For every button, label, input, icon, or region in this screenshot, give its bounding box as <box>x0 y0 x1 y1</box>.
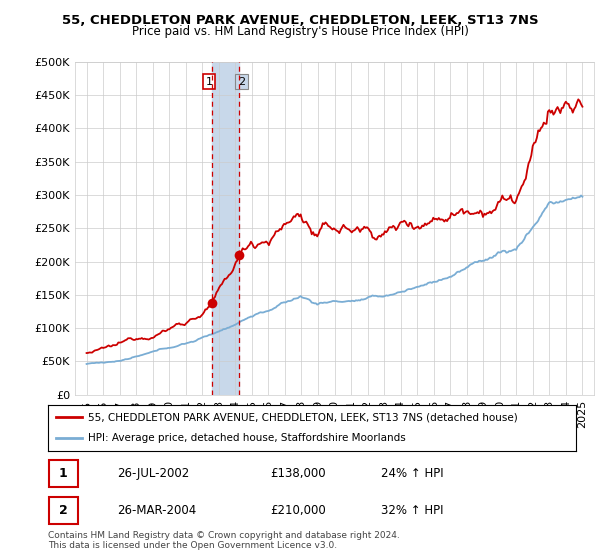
Text: 2: 2 <box>59 503 68 517</box>
Text: 2: 2 <box>238 77 245 87</box>
FancyBboxPatch shape <box>49 497 78 524</box>
Text: 1: 1 <box>206 77 213 87</box>
Text: Contains HM Land Registry data © Crown copyright and database right 2024.
This d: Contains HM Land Registry data © Crown c… <box>48 531 400 550</box>
Text: 24% ↑ HPI: 24% ↑ HPI <box>380 467 443 480</box>
Text: 26-MAR-2004: 26-MAR-2004 <box>116 503 196 517</box>
Text: 55, CHEDDLETON PARK AVENUE, CHEDDLETON, LEEK, ST13 7NS: 55, CHEDDLETON PARK AVENUE, CHEDDLETON, … <box>62 14 538 27</box>
Text: 55, CHEDDLETON PARK AVENUE, CHEDDLETON, LEEK, ST13 7NS (detached house): 55, CHEDDLETON PARK AVENUE, CHEDDLETON, … <box>88 412 517 422</box>
Text: £210,000: £210,000 <box>270 503 326 517</box>
Text: £138,000: £138,000 <box>270 467 325 480</box>
Text: 26-JUL-2002: 26-JUL-2002 <box>116 467 189 480</box>
Text: 1: 1 <box>59 467 68 480</box>
Text: 32% ↑ HPI: 32% ↑ HPI <box>380 503 443 517</box>
Bar <box>212 62 239 395</box>
FancyBboxPatch shape <box>49 460 78 487</box>
Text: HPI: Average price, detached house, Staffordshire Moorlands: HPI: Average price, detached house, Staf… <box>88 433 406 444</box>
Text: Price paid vs. HM Land Registry's House Price Index (HPI): Price paid vs. HM Land Registry's House … <box>131 25 469 38</box>
